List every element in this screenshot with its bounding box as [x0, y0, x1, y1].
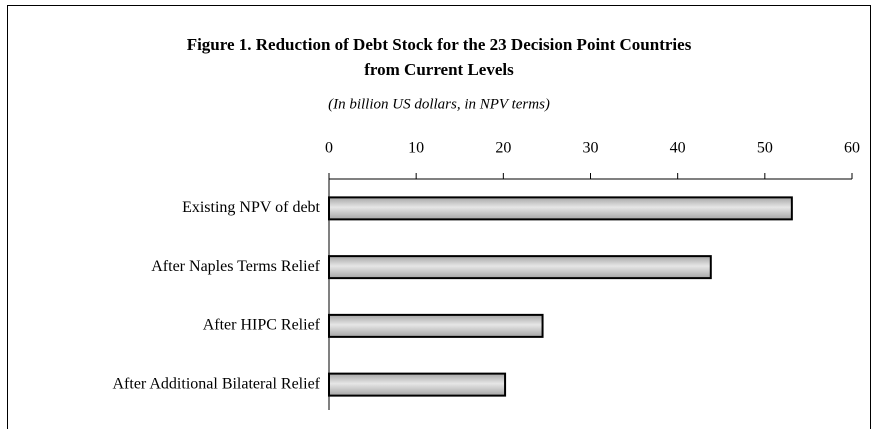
x-tick-label: 10	[408, 140, 424, 157]
y-tick-label: After Naples Terms Relief	[151, 258, 320, 275]
chart-subtitle: (In billion US dollars, in NPV terms)	[328, 96, 550, 112]
frame	[7, 5, 871, 429]
y-tick-label: After HIPC Relief	[203, 317, 321, 334]
x-tick-label: 60	[844, 140, 860, 157]
bar	[328, 372, 507, 397]
x-tick-label: 20	[495, 140, 511, 157]
bar	[328, 255, 712, 280]
chart-title: from Current Levels	[364, 60, 514, 79]
x-tick-label: 50	[757, 140, 773, 157]
bar	[328, 313, 544, 338]
x-tick-label: 0	[325, 140, 333, 157]
x-tick-label: 40	[670, 140, 686, 157]
y-tick-label: Existing NPV of debt	[182, 199, 320, 216]
bar	[328, 196, 793, 221]
x-tick-label: 30	[583, 140, 599, 157]
y-tick-label: After Additional Bilateral Relief	[113, 375, 321, 392]
chart-title: Figure 1. Reduction of Debt Stock for th…	[187, 35, 692, 54]
